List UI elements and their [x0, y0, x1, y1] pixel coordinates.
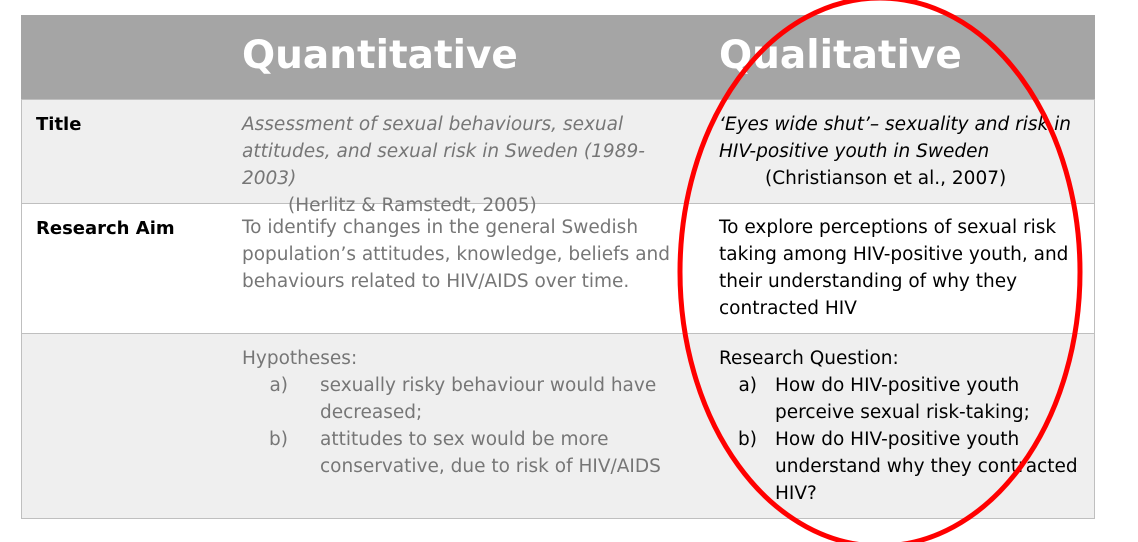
- table-border: [21, 99, 22, 519]
- study-title: Assessment of sexual behaviours, sexual …: [242, 114, 645, 189]
- cell: Assessment of sexual behaviours, sexual …: [242, 111, 692, 219]
- list-item: b) How do HIV-positive youth understand w…: [719, 426, 1079, 507]
- row-label: Research Aim: [36, 218, 175, 239]
- row-divider: [21, 203, 1095, 204]
- item-text: sexually risky behaviour would have decr…: [320, 375, 657, 423]
- cell: Hypotheses: a) sexually risky behaviour w…: [242, 345, 692, 480]
- marker: a): [738, 375, 757, 396]
- list-item: a) sexually risky behaviour would have de…: [242, 372, 692, 426]
- cell: Research Question: a) How do HIV-positive…: [719, 345, 1079, 507]
- item-text: attitudes to sex would be more conservat…: [320, 429, 661, 477]
- item-text: How do HIV-positive youth understand why…: [775, 429, 1078, 504]
- cell: ‘Eyes wide shut’– sexuality and risk in …: [719, 111, 1079, 192]
- heading: Research Question:: [719, 348, 899, 369]
- column-header: Qualitative: [719, 33, 962, 78]
- citation: (Christianson et al., 2007): [765, 168, 1007, 189]
- item-text: How do HIV-positive youth perceive sexua…: [775, 375, 1030, 423]
- marker: a): [269, 375, 288, 396]
- row-label: Title: [36, 114, 82, 135]
- marker: b): [269, 429, 288, 450]
- table-border: [1094, 99, 1095, 519]
- marker: b): [738, 429, 757, 450]
- list-item: b) attitudes to sex would be more conserv…: [242, 426, 692, 480]
- column-header: Quantitative: [242, 33, 518, 78]
- list-item: a) How do HIV-positive youth perceive sex…: [719, 372, 1079, 426]
- aim-text: To explore perceptions of sexual risk ta…: [719, 217, 1069, 319]
- row-divider: [21, 99, 1095, 100]
- row-divider: [21, 333, 1095, 334]
- heading: Hypotheses:: [242, 348, 358, 369]
- citation: (Herlitz & Ramstedt, 2005): [288, 195, 537, 216]
- aim-text: To identify changes in the general Swedi…: [242, 217, 670, 292]
- row-divider: [21, 518, 1095, 519]
- study-title: ‘Eyes wide shut’– sexuality and risk in …: [719, 114, 1071, 162]
